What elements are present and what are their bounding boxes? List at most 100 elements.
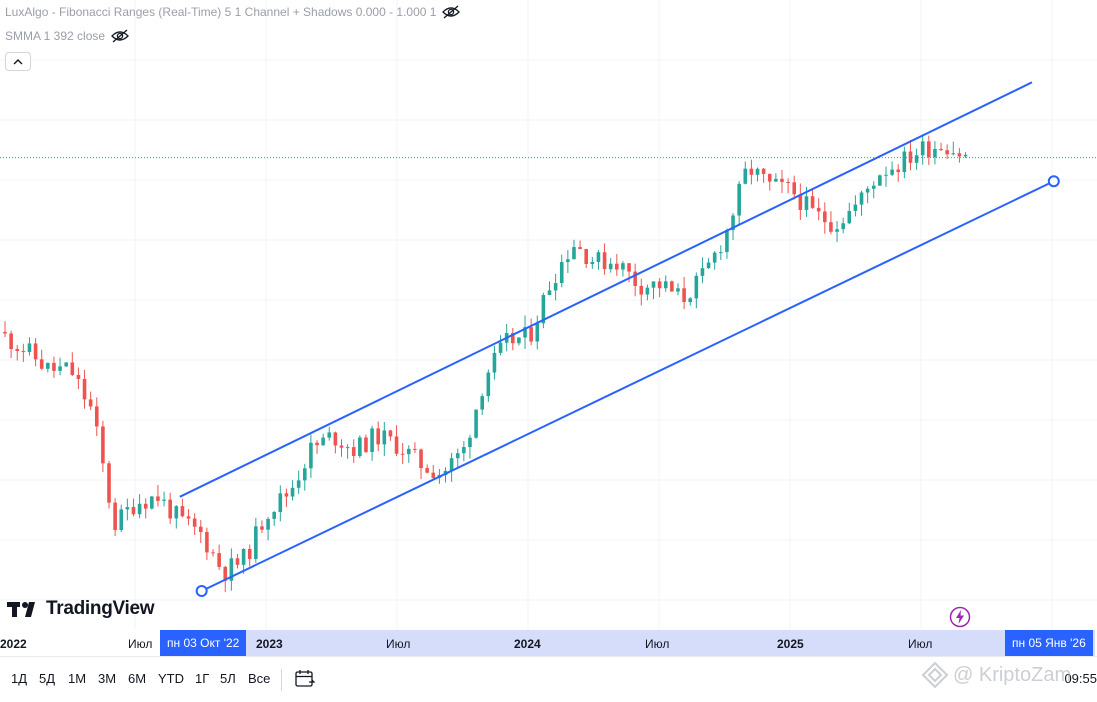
price-chart[interactable] <box>0 0 1097 630</box>
candle-up <box>517 337 521 344</box>
timeframe-6m-button[interactable]: 6М <box>128 671 147 686</box>
watermark-text: @ KriptoZam <box>953 663 1072 686</box>
candle-up <box>700 268 705 276</box>
candle-up <box>241 548 246 565</box>
candle-up <box>535 323 540 342</box>
candle-up <box>902 151 907 173</box>
candle-up <box>321 437 325 446</box>
candle-up <box>358 437 362 456</box>
candle-down <box>198 526 203 532</box>
candle-down <box>529 327 533 342</box>
lightning-icon[interactable] <box>949 606 971 628</box>
time-tick: Июл <box>386 637 411 651</box>
candle-down <box>9 333 13 350</box>
time-axis[interactable]: 2022 Июл 2023 Июл 2024 Июл 2025 Июл пн 0… <box>0 630 1097 656</box>
candle-up <box>676 288 680 292</box>
candle-down <box>761 168 766 174</box>
hide-eye-icon[interactable] <box>111 29 129 43</box>
candle-up <box>933 148 937 158</box>
candle-down <box>823 211 827 223</box>
candle-down <box>639 285 644 295</box>
candle-up <box>46 362 50 369</box>
collapse-legend-button[interactable] <box>5 52 31 71</box>
candle-down <box>33 343 38 360</box>
timeframe-1y-button[interactable]: 1Г <box>195 671 210 686</box>
candle-up <box>58 366 62 371</box>
candle-down <box>510 333 515 344</box>
channel-anchor-handle[interactable] <box>195 585 208 597</box>
candle-down <box>247 548 252 559</box>
timeframe-1d-button[interactable]: 1Д <box>11 671 28 686</box>
candle-up <box>884 174 888 176</box>
candle-down <box>284 493 289 497</box>
candle-up <box>278 493 283 512</box>
candle-down <box>101 426 105 464</box>
candle-up <box>547 290 552 296</box>
candle-down <box>15 349 20 352</box>
candle-up <box>370 428 374 453</box>
time-tick: 2024 <box>514 637 541 651</box>
candle-down <box>798 194 803 210</box>
candle-down <box>578 247 582 250</box>
timeframe-5d-button[interactable]: 5Д <box>39 671 56 686</box>
candle-up <box>406 448 411 455</box>
candle-up <box>755 168 760 175</box>
candle-down <box>749 168 754 175</box>
candle-down <box>211 552 215 554</box>
timeframe-ytd-button[interactable]: YTD <box>158 671 184 686</box>
clock[interactable]: 09:55 <box>1064 671 1097 686</box>
candle-down <box>107 463 111 503</box>
timeframe-all-button[interactable]: Все <box>248 671 271 686</box>
hide-eye-icon[interactable] <box>442 5 461 19</box>
tradingview-logo[interactable]: TradingView <box>7 598 155 620</box>
candle-down <box>400 453 405 455</box>
candle-down <box>180 506 185 517</box>
timeframe-1m-button[interactable]: 1М <box>68 671 87 686</box>
diamond-logo-icon <box>921 661 949 689</box>
candle-up <box>651 281 656 288</box>
candle-up <box>150 496 154 509</box>
channel-anchor-handle[interactable] <box>1047 175 1060 188</box>
candle-down <box>615 263 619 270</box>
candle-down <box>627 263 631 272</box>
time-tick: 2023 <box>256 637 283 651</box>
candle-down <box>131 507 136 515</box>
candle-up <box>327 432 332 438</box>
candle-down <box>682 288 686 303</box>
time-tick: Июл <box>128 637 153 651</box>
selected-range-band <box>160 630 1095 656</box>
candle-down <box>315 442 319 446</box>
candle-up <box>853 204 858 211</box>
candle-up <box>498 342 503 353</box>
timeframe-3m-button[interactable]: 3М <box>98 671 117 686</box>
candle-up <box>480 396 485 410</box>
candle-down <box>156 496 160 501</box>
candle-up <box>468 437 472 448</box>
candle-down <box>829 222 833 232</box>
candle-up <box>474 409 478 438</box>
timeframe-5y-button[interactable]: 5Л <box>220 671 236 686</box>
candle-up <box>859 192 864 205</box>
candle-down <box>792 182 797 195</box>
candle-down <box>351 447 356 456</box>
candle-down <box>602 252 607 270</box>
candle-down <box>3 331 7 334</box>
indicator-legend-smma[interactable]: SMMA 1 392 close <box>5 29 129 43</box>
candle-down <box>816 207 821 212</box>
candle-up <box>559 262 564 284</box>
range-start-date-label: пн 03 Окт '22 <box>160 630 247 656</box>
candle-up <box>590 261 595 265</box>
candle-down <box>205 531 209 553</box>
indicator-smma-title: SMMA 1 392 close <box>5 29 106 43</box>
indicator-legend-fib[interactable]: LuxAlgo - Fibonacci Ranges (Real-Time) 5… <box>5 5 461 19</box>
candle-up <box>64 362 68 367</box>
calendar-range-icon[interactable] <box>294 668 316 690</box>
candle-up <box>309 442 313 469</box>
candle-up <box>553 283 558 291</box>
candle-down <box>945 150 949 155</box>
candle-down <box>927 141 931 158</box>
candle-up <box>302 468 307 481</box>
candle-down <box>168 499 172 519</box>
candle-up <box>290 487 295 497</box>
candle-up <box>296 480 301 488</box>
